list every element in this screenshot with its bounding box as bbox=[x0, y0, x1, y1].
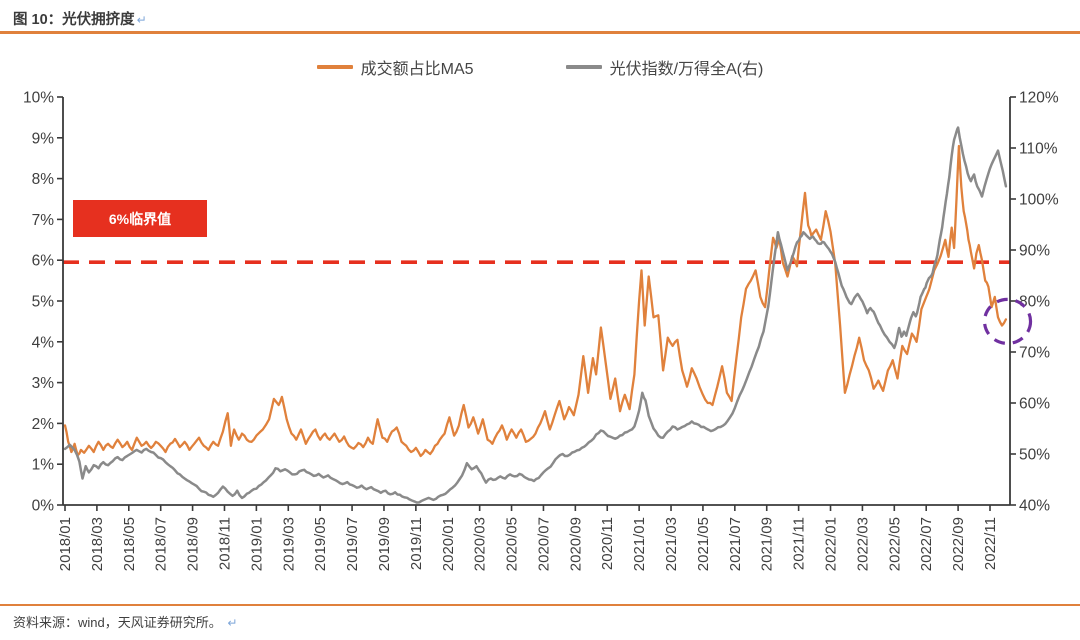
axis-tick-label: 2021/03 bbox=[663, 517, 680, 571]
axis-tick-label: 2018/03 bbox=[89, 517, 106, 571]
axis-tick-label: 2021/09 bbox=[759, 517, 776, 571]
axis-tick-label: 0% bbox=[32, 498, 55, 515]
legend-item-turnover-share: 成交额占比MA5 bbox=[316, 55, 474, 79]
footer-divider bbox=[0, 604, 1080, 606]
axis-tick-label: 2018/01 bbox=[57, 517, 74, 571]
axis-tick-label: 2018/05 bbox=[121, 517, 138, 571]
axis-tick-label: 2020/09 bbox=[567, 517, 584, 571]
axis-tick-label: 2018/07 bbox=[153, 517, 170, 571]
axis-tick-label: 2021/01 bbox=[631, 517, 648, 571]
figure-title-text: 图 10：光伏拥挤度 bbox=[13, 12, 135, 28]
axis-tick-label: 2020/07 bbox=[535, 517, 552, 571]
axis-tick-label: 9% bbox=[32, 130, 55, 147]
return-mark-icon: ↵ bbox=[136, 13, 147, 27]
axis-tick-label: 80% bbox=[1019, 294, 1050, 311]
source-note: 资料来源：wind，天风证券研究所。 ↵ bbox=[13, 612, 237, 631]
axis-tick-label: 2022/09 bbox=[950, 517, 967, 571]
axis-tick-label: 4% bbox=[32, 334, 55, 351]
axis-tick-label: 2021/05 bbox=[695, 517, 712, 571]
title-divider bbox=[0, 31, 1080, 34]
axis-tick-label: 2020/05 bbox=[504, 517, 521, 571]
axis-tick-label: 3% bbox=[32, 375, 55, 392]
chart-legend: 成交额占比MA5 光伏指数/万得全A(右) bbox=[0, 55, 1080, 79]
source-note-text: 资料来源：wind，天风证券研究所。 bbox=[13, 615, 222, 630]
axis-tick-label: 70% bbox=[1019, 345, 1050, 362]
axis-tick-label: 2022/07 bbox=[918, 517, 935, 571]
axis-tick-label: 2019/05 bbox=[312, 517, 329, 571]
annotation-circle-latest-value bbox=[982, 297, 1033, 345]
axis-tick-label: 2019/11 bbox=[408, 517, 425, 570]
series-line-pv-index bbox=[63, 126, 1008, 504]
axis-tick-label: 2020/03 bbox=[472, 517, 489, 571]
axis-tick-label: 2021/11 bbox=[791, 517, 808, 570]
axis-tick-label: 90% bbox=[1019, 243, 1050, 260]
axis-tick-label: 5% bbox=[32, 294, 55, 311]
series-line-turnover-share bbox=[63, 144, 1008, 458]
return-mark-icon: ↵ bbox=[227, 616, 238, 630]
axis-tick-label: 2018/11 bbox=[216, 517, 233, 570]
axis-tick-label: 2019/01 bbox=[248, 517, 265, 571]
axis-tick-label: 100% bbox=[1019, 192, 1059, 209]
axis-tick-label: 120% bbox=[1019, 90, 1059, 107]
axis-tick-label: 8% bbox=[32, 171, 55, 188]
axis-tick-label: 110% bbox=[1019, 141, 1058, 158]
axis-tick-label: 2022/01 bbox=[823, 517, 840, 571]
axis-tick-label: 2022/03 bbox=[854, 517, 871, 571]
axis-tick-label: 60% bbox=[1019, 396, 1050, 413]
axis-tick-label: 2019/03 bbox=[280, 517, 297, 571]
axis-tick-label: 2% bbox=[32, 416, 55, 433]
axis-tick-label: 2022/11 bbox=[982, 517, 999, 570]
legend-item-pv-index: 光伏指数/万得全A(右) bbox=[565, 55, 764, 79]
axis-tick-label: 40% bbox=[1019, 498, 1050, 515]
axis-tick-label: 10% bbox=[23, 90, 54, 107]
axis-tick-label: 2019/09 bbox=[376, 517, 393, 571]
axis-tick-label: 2020/01 bbox=[440, 517, 457, 571]
threshold-label-badge: 6%临界值 bbox=[73, 200, 207, 237]
axis-tick-label: 1% bbox=[32, 457, 55, 474]
axis-tick-label: 50% bbox=[1019, 447, 1050, 464]
axis-tick-label: 7% bbox=[32, 212, 55, 229]
legend-label-pv-index: 光伏指数/万得全A(右) bbox=[609, 61, 764, 78]
axis-tick-label: 2022/05 bbox=[886, 517, 903, 571]
gray-line-swatch-icon bbox=[565, 65, 602, 69]
axis-tick-label: 2019/07 bbox=[344, 517, 361, 571]
legend-label-turnover-share: 成交额占比MA5 bbox=[360, 61, 474, 78]
orange-line-swatch-icon bbox=[316, 65, 353, 69]
axis-tick-label: 2021/07 bbox=[727, 517, 744, 571]
figure-title: 图 10：光伏拥挤度 ↵ bbox=[13, 8, 147, 29]
threshold-label-text: 6%临界值 bbox=[108, 210, 172, 227]
axis-tick-label: 6% bbox=[32, 253, 55, 270]
axis-tick-label: 2018/09 bbox=[185, 517, 202, 571]
axis-tick-label: 2020/11 bbox=[599, 517, 616, 570]
